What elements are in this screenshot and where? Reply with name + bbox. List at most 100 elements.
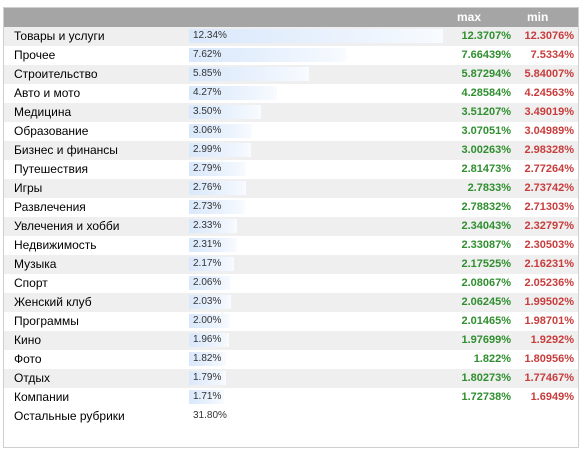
share-percent-label: 5.85% — [193, 68, 222, 79]
rubric-name: Музыка — [14, 257, 57, 271]
max-value: 12.3707% — [461, 30, 511, 42]
rubric-name: Спорт — [14, 276, 48, 290]
share-bar — [189, 200, 245, 214]
table-row: Строительство 5.85% 5.87294% 5.84007% — [4, 65, 578, 84]
share-percent-label: 7.62% — [193, 49, 222, 60]
max-value: 2.17525% — [461, 258, 511, 270]
max-value: 2.78832% — [461, 201, 511, 213]
share-bar — [189, 143, 251, 157]
header-min: min — [527, 10, 549, 24]
share-bar — [189, 257, 234, 271]
share-bar — [189, 390, 224, 404]
max-cell: 2.78832% — [444, 198, 515, 217]
max-cell: 3.00263% — [444, 141, 515, 160]
share-percent-label: 2.31% — [193, 239, 222, 250]
min-value: 1.80956% — [524, 353, 574, 365]
min-value: 3.04989% — [524, 125, 574, 137]
rubric-name: Игры — [14, 181, 43, 195]
share-percent-label: 1.79% — [193, 372, 222, 383]
max-value: 4.28584% — [461, 87, 511, 99]
max-value: 2.7833% — [467, 182, 511, 194]
max-cell: 2.06245% — [444, 293, 515, 312]
max-cell: 1.80273% — [444, 369, 515, 388]
rubric-name: Авто и мото — [14, 86, 81, 100]
max-cell: 2.17525% — [444, 255, 515, 274]
rest-name: Остальные рубрики — [14, 409, 125, 423]
min-cell: 3.49019% — [517, 103, 578, 122]
share-percent-label: 2.99% — [193, 144, 222, 155]
table-header: max min — [4, 8, 578, 27]
min-cell: 3.04989% — [517, 122, 578, 141]
max-cell: 2.7833% — [444, 179, 515, 198]
share-bar — [189, 67, 309, 81]
max-value: 1.80273% — [461, 372, 511, 384]
share-percent-label: 2.79% — [193, 163, 222, 174]
min-value: 1.9292% — [530, 334, 574, 346]
max-cell: 2.33087% — [444, 236, 515, 255]
table-row: Женский клуб 2.03% 2.06245% 1.99502% — [4, 293, 578, 312]
share-bar — [189, 29, 443, 43]
max-value: 2.08067% — [461, 277, 511, 289]
min-cell: 2.98328% — [517, 141, 578, 160]
table-row: Увлечения и хобби 2.33% 2.34043% 2.32797% — [4, 217, 578, 236]
share-percent-label: 2.73% — [193, 201, 222, 212]
share-bar — [189, 124, 252, 138]
rubric-name: Путешествия — [14, 162, 89, 176]
max-cell: 3.51207% — [444, 103, 515, 122]
min-cell: 2.05236% — [517, 274, 578, 293]
rubric-name: Компании — [14, 390, 70, 404]
min-value: 3.49019% — [524, 106, 574, 118]
share-percent-label: 2.03% — [193, 296, 222, 307]
max-value: 2.81473% — [461, 163, 511, 175]
share-percent-label: 3.50% — [193, 106, 222, 117]
share-bar — [189, 295, 231, 309]
share-bar — [189, 238, 237, 252]
rubric-name: Развлечения — [14, 200, 86, 214]
rest-percent-label: 31.80% — [193, 410, 227, 421]
table-row: Авто и мото 4.27% 4.28584% 4.24563% — [4, 84, 578, 103]
rubric-name: Кино — [14, 333, 41, 347]
table-row: Игры 2.76% 2.7833% 2.73742% — [4, 179, 578, 198]
share-percent-label: 2.76% — [193, 182, 222, 193]
table-row: Компании 1.71% 1.72738% 1.6949% — [4, 388, 578, 407]
rubric-name: Прочее — [14, 48, 56, 62]
share-bar — [189, 105, 261, 119]
rubric-name: Товары и услуги — [14, 29, 105, 43]
table-row: Спорт 2.06% 2.08067% 2.05236% — [4, 274, 578, 293]
max-value: 3.00263% — [461, 144, 511, 156]
max-cell: 2.34043% — [444, 217, 515, 236]
max-cell: 12.3707% — [444, 27, 515, 46]
min-value: 2.71303% — [524, 201, 574, 213]
share-bar — [189, 352, 226, 366]
max-cell: 3.07051% — [444, 122, 515, 141]
share-bar — [189, 86, 277, 100]
rubric-name: Строительство — [14, 67, 98, 81]
max-cell: 1.97699% — [444, 331, 515, 350]
table-row: Программы 2.00% 2.01465% 1.98701% — [4, 312, 578, 331]
header-max: max — [457, 10, 482, 24]
table-row: Кино 1.96% 1.97699% 1.9292% — [4, 331, 578, 350]
min-value: 2.05236% — [524, 277, 574, 289]
share-percent-label: 4.27% — [193, 87, 222, 98]
rubric-name: Образование — [14, 124, 89, 138]
max-value: 1.72738% — [461, 391, 511, 403]
min-cell: 5.84007% — [517, 65, 578, 84]
share-percent-label: 12.34% — [193, 30, 227, 41]
max-cell: 5.87294% — [444, 65, 515, 84]
table-row: Развлечения 2.73% 2.78832% 2.71303% — [4, 198, 578, 217]
min-cell: 1.99502% — [517, 293, 578, 312]
max-cell: 2.08067% — [444, 274, 515, 293]
min-value: 1.6949% — [530, 391, 574, 403]
min-value: 2.16231% — [524, 258, 574, 270]
rubric-name: Увлечения и хобби — [14, 219, 120, 233]
max-value: 2.01465% — [461, 315, 511, 327]
max-value: 1.822% — [473, 353, 511, 365]
share-percent-label: 2.00% — [193, 315, 222, 326]
share-bar — [189, 371, 226, 385]
min-cell: 2.77264% — [517, 160, 578, 179]
min-cell: 4.24563% — [517, 84, 578, 103]
max-value: 2.33087% — [461, 239, 511, 251]
table-row: Отдых 1.79% 1.80273% 1.77467% — [4, 369, 578, 388]
min-cell: 1.98701% — [517, 312, 578, 331]
table-row: Товары и услуги 12.34% 12.3707% 12.3076% — [4, 27, 578, 46]
